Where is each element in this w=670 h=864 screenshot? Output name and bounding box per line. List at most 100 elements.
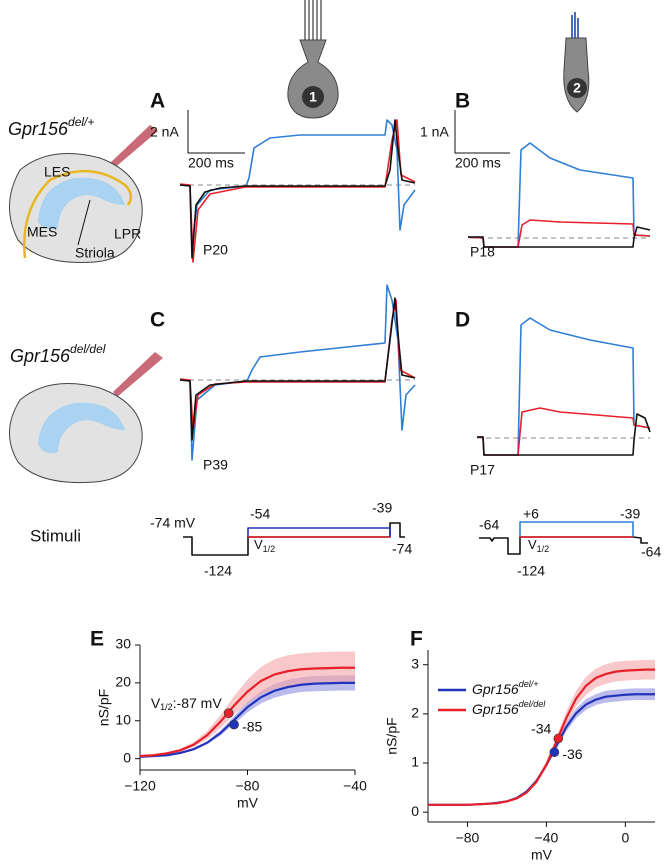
voltage-label: -64 <box>641 544 661 560</box>
trace <box>468 226 651 248</box>
cell-nucleus <box>302 86 324 108</box>
legend-label: Gpr156del/+ <box>472 679 538 696</box>
v-half-label: V1/2 <box>528 537 549 554</box>
fit-curve <box>428 668 655 806</box>
x-axis-label: mV <box>237 795 259 811</box>
y-tick-label: 0 <box>411 803 419 819</box>
utricle-diagram <box>9 352 163 484</box>
y-tick-label: 20 <box>115 674 131 690</box>
label-prefix: V <box>151 695 161 711</box>
y-tick-label: 2 <box>411 705 419 721</box>
trace <box>179 299 416 431</box>
panel-letter: C <box>150 309 165 332</box>
cell-body <box>287 39 339 119</box>
y-axis-label: nS/pF <box>384 717 400 754</box>
x-axis-label: mV <box>531 847 553 863</box>
y-tick-label: 1 <box>411 754 419 770</box>
scale-label: 200 ms <box>455 155 501 171</box>
x-tick-label: −80 <box>236 778 260 794</box>
pipette <box>108 125 158 170</box>
voltage-label: -124 <box>517 563 545 579</box>
cell-icon-1: 1 <box>287 0 339 119</box>
region-label: MES <box>27 224 57 240</box>
trace <box>477 407 651 456</box>
v-half-label: V1/2 <box>254 537 275 554</box>
hair-bundle <box>571 12 579 40</box>
panel-letter: F <box>410 628 423 651</box>
hair-bundle <box>304 0 322 40</box>
label-text: -34 <box>531 720 551 736</box>
striola <box>38 177 125 230</box>
stimuli: Stimuli -74 mV -54 -39 -74 -124 V1/2 -64… <box>30 500 661 579</box>
pipette <box>113 352 163 397</box>
half-point <box>229 719 239 730</box>
confidence-band <box>140 651 355 757</box>
voltage-label: -39 <box>372 500 392 516</box>
label-text: -36 <box>562 746 582 762</box>
y-axis-label: nS/pF <box>96 689 112 726</box>
voltage-label: -124 <box>204 563 232 579</box>
cell-number: 1 <box>309 89 317 105</box>
trace <box>477 317 651 456</box>
legend-name: Gpr156 <box>472 701 519 717</box>
v: V <box>254 537 263 552</box>
legend-label: Gpr156del/del <box>472 699 546 716</box>
panel-letter: A <box>150 90 165 113</box>
utricle <box>9 153 143 263</box>
voltage-label: -74 <box>392 541 412 557</box>
panel-letter: D <box>455 309 470 332</box>
half-point <box>553 733 564 744</box>
protocol <box>247 527 391 537</box>
label-text: :-87 mV <box>173 695 223 711</box>
genotype-label: Gpr156del/del <box>10 342 106 366</box>
cell-number: 2 <box>573 80 581 96</box>
trace <box>467 219 651 248</box>
legend-name: Gpr156 <box>472 681 519 697</box>
traces-c: P39 <box>179 284 416 473</box>
region-label: LPR <box>114 226 141 242</box>
y-tick-label: 30 <box>115 636 131 652</box>
region-label: Striola <box>75 245 115 261</box>
half-point <box>223 708 234 718</box>
legend-sup: del/+ <box>519 679 539 689</box>
x-tick-label: −40 <box>535 830 559 846</box>
v-sub: 1/2 <box>537 544 550 554</box>
x-tick-label: 0 <box>621 830 629 846</box>
trace <box>179 119 416 246</box>
voltage-label: +6 <box>523 506 539 522</box>
y-tick-label: 0 <box>123 749 131 765</box>
striola <box>38 402 125 454</box>
utricle-diagram: LES MES LPR Striola <box>9 125 158 263</box>
voltage-label: -64 <box>479 517 499 533</box>
point-label: -34 <box>531 720 551 736</box>
cell-icon-2: 2 <box>563 12 590 113</box>
gene: Gpr156 <box>10 346 71 366</box>
label-text: -85 <box>242 718 262 734</box>
traces-d: P17 <box>470 317 651 478</box>
les-border <box>23 169 133 259</box>
scale-label: 1 nA <box>420 124 449 140</box>
panel-letter: E <box>90 628 104 651</box>
traces-b: P18 <box>467 142 651 260</box>
x-tick-label: −40 <box>343 778 367 794</box>
fit-curve <box>139 681 355 758</box>
y-tick-label: 3 <box>411 655 419 671</box>
point-label: V1/2:-87 mV <box>151 695 223 713</box>
utricle <box>9 383 143 484</box>
confidence-band <box>428 659 655 806</box>
confidence-band <box>428 688 655 806</box>
trace <box>179 119 416 263</box>
age-label: P17 <box>470 462 495 478</box>
scale-label: 2 nA <box>150 124 179 140</box>
protocol <box>479 536 648 555</box>
trace <box>477 413 651 456</box>
protocol <box>519 521 634 537</box>
cell-nucleus <box>567 78 587 98</box>
trace <box>179 119 416 259</box>
scale-bar <box>454 110 510 154</box>
allele: del/del <box>70 342 106 356</box>
v-sub: 1/2 <box>263 544 276 554</box>
cell-body <box>563 37 590 113</box>
x-tick-label: −80 <box>456 830 480 846</box>
